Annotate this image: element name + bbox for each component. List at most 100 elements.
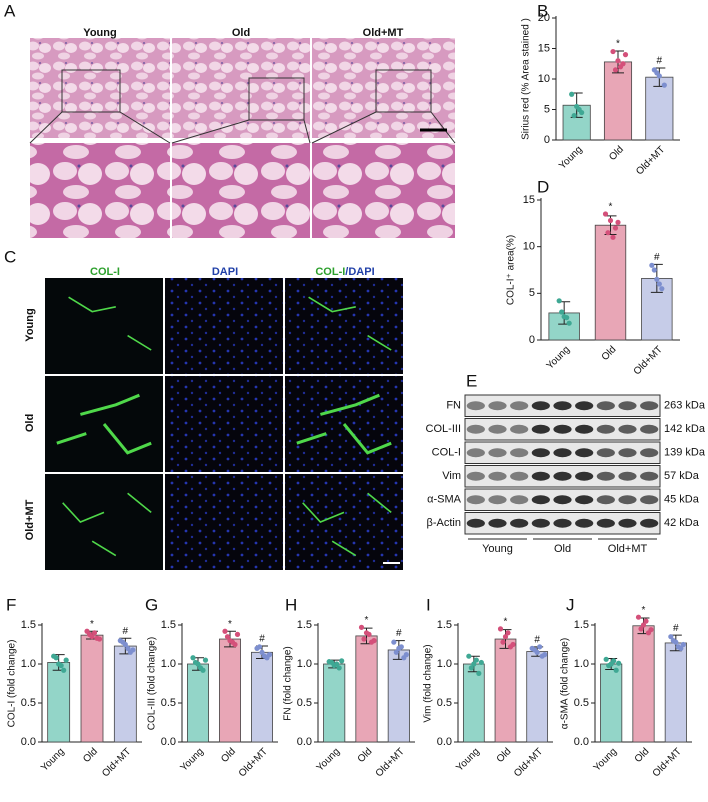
data-point <box>610 48 616 55</box>
significance: * <box>609 202 613 213</box>
x-tick-label: Young <box>545 344 573 372</box>
row-label: Old <box>24 414 36 432</box>
blot-band <box>531 471 550 481</box>
data-point <box>53 655 59 661</box>
blot-band <box>640 471 659 481</box>
kda-label: 45 kDa <box>664 494 700 506</box>
data-point <box>403 652 409 658</box>
data-point <box>569 91 575 97</box>
protein-label: COL-III <box>426 423 461 435</box>
x-tick-label: Old <box>81 746 100 765</box>
data-point <box>63 657 69 663</box>
data-point <box>261 653 268 659</box>
data-point <box>473 657 479 663</box>
bar <box>548 312 580 341</box>
significance: * <box>365 615 369 626</box>
row-label: Old+MT <box>24 499 36 540</box>
blot-band <box>466 448 485 458</box>
micrograph <box>312 143 455 238</box>
blot-band <box>618 424 637 434</box>
bar <box>632 625 655 743</box>
blot-band <box>466 424 485 434</box>
panel-label: J <box>566 595 575 614</box>
x-tick-label: Young <box>592 746 620 774</box>
y-axis-label: COL-I⁺ area(%) <box>506 235 517 305</box>
blot-band <box>618 518 637 528</box>
data-point <box>612 67 619 73</box>
panel-label: D <box>537 177 549 196</box>
data-point <box>398 644 404 650</box>
kda-label: 42 kDa <box>664 517 700 529</box>
y-tick-label: 1.5 <box>161 619 176 631</box>
blot-band <box>531 495 550 505</box>
collagen-signal <box>331 540 357 557</box>
y-tick-label: 0.0 <box>297 736 312 748</box>
bar <box>355 635 378 743</box>
blot-band <box>553 518 572 528</box>
data-point <box>510 641 516 648</box>
data-point <box>651 267 657 273</box>
micrograph <box>165 474 283 570</box>
data-point <box>612 225 619 231</box>
data-point <box>556 298 562 304</box>
y-tick-label: 0.5 <box>161 697 176 709</box>
blot-band <box>553 448 572 458</box>
y-tick-label: 5 <box>529 287 535 299</box>
blot-band <box>531 424 550 434</box>
y-tick-label: 1.5 <box>437 619 452 631</box>
y-tick-label: 1.0 <box>297 658 312 670</box>
collagen-signal <box>342 423 392 455</box>
significance: * <box>90 619 94 630</box>
blot-band <box>510 424 529 434</box>
bar <box>603 61 633 141</box>
data-point <box>615 58 621 64</box>
micrograph <box>312 38 455 138</box>
y-tick-label: 0.0 <box>161 736 176 748</box>
column-label: Old+MT <box>363 27 404 39</box>
y-axis-label: Sirius red (% Area stained ) <box>521 18 532 140</box>
bar <box>187 663 209 743</box>
x-tick-label: Old+MT <box>237 746 270 779</box>
collagen-signal <box>127 334 152 351</box>
data-point <box>635 614 642 620</box>
data-point <box>224 634 231 640</box>
blot-band <box>488 518 507 528</box>
data-point <box>476 670 482 676</box>
y-axis-label: COL-I (fold change) <box>7 640 18 728</box>
data-point <box>229 639 236 645</box>
y-tick-label: 0 <box>529 334 535 346</box>
data-point <box>654 70 660 76</box>
micrograph <box>45 278 163 374</box>
blot-band <box>596 448 615 458</box>
protein-label: Vim <box>442 470 461 482</box>
data-point <box>542 652 548 658</box>
y-tick-label: 0.5 <box>437 697 452 709</box>
blot-band <box>488 424 507 434</box>
y-tick-label: 20 <box>538 12 550 24</box>
panel-label: A <box>4 1 16 20</box>
data-point <box>259 649 265 655</box>
blot-band <box>488 401 507 411</box>
blot-band <box>596 424 615 434</box>
data-point <box>559 309 565 315</box>
x-tick-label: Old <box>219 746 238 765</box>
x-tick-label: Old+MT <box>100 746 133 779</box>
merged-part: /DAPI <box>345 266 374 278</box>
y-axis-label: FN (fold change) <box>283 646 294 720</box>
group-label: Old <box>554 543 571 555</box>
data-point <box>613 667 619 673</box>
data-point <box>393 649 399 655</box>
bar-chart: B 0 5 10 15 20 Sirius red (% Area stained ) You… <box>521 1 680 177</box>
data-point <box>564 315 570 321</box>
collagen-signal <box>308 296 356 313</box>
data-point <box>58 662 64 669</box>
blot-band <box>618 401 637 411</box>
data-point <box>615 219 621 225</box>
panel-label: G <box>145 595 158 614</box>
y-tick-label: 1.0 <box>574 658 589 670</box>
micrograph <box>30 38 170 138</box>
significance: * <box>228 619 232 630</box>
protein-label: FN <box>446 400 461 412</box>
blot-band <box>640 401 659 411</box>
